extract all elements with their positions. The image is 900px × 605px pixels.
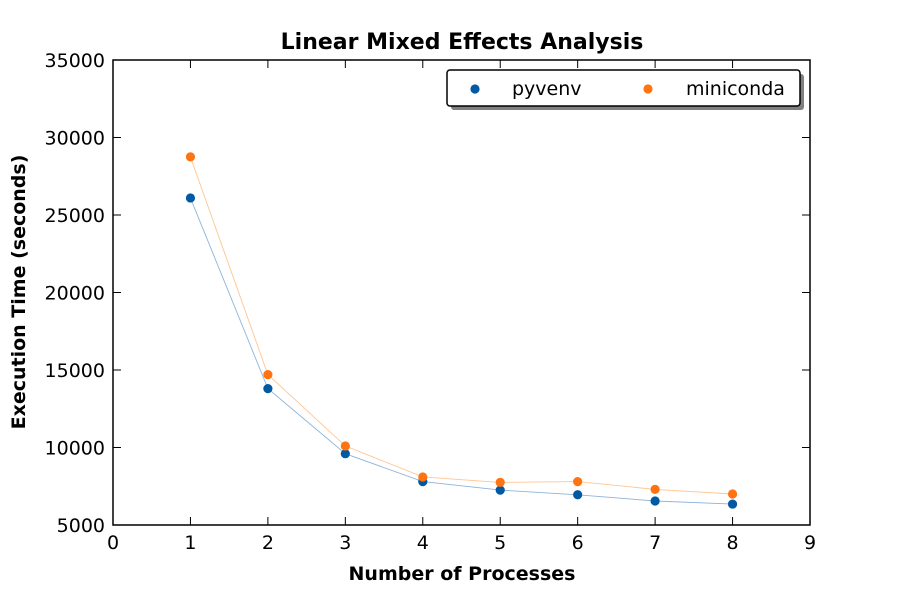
x-tick-label: 5 — [494, 532, 506, 554]
data-point-pyvenv-2 — [263, 384, 273, 394]
series-line-pyvenv — [189, 197, 733, 505]
data-point-miniconda-8 — [727, 489, 738, 499]
x-tick-label: 7 — [649, 532, 661, 554]
x-tick-label: 3 — [339, 532, 351, 554]
chart-title: Linear Mixed Effects Analysis — [281, 30, 644, 55]
x-tick-label: 4 — [417, 532, 429, 554]
x-tick-label: 8 — [727, 532, 739, 554]
data-point-pyvenv-7 — [650, 496, 660, 506]
data-point-miniconda-1 — [185, 152, 196, 162]
data-point-miniconda-6 — [573, 477, 583, 487]
data-point-miniconda-3 — [340, 441, 350, 451]
x-tick-label: 6 — [572, 532, 584, 554]
data-point-miniconda-2 — [263, 370, 273, 380]
x-tick-label: 2 — [262, 532, 274, 554]
legend-label-pyvenv: pyvenv — [512, 78, 582, 100]
data-point-pyvenv-5 — [495, 485, 505, 495]
data-point-miniconda-5 — [495, 477, 505, 487]
data-point-miniconda-7 — [650, 484, 660, 494]
data-point-pyvenv-3 — [340, 449, 350, 459]
x-tick-label: 1 — [184, 532, 196, 554]
y-tick-label: 25000 — [45, 205, 105, 227]
data-point-miniconda-4 — [418, 472, 428, 482]
y-tick-label: 5000 — [57, 515, 105, 537]
series-line-miniconda — [189, 156, 733, 495]
data-point-pyvenv-8 — [727, 499, 738, 509]
y-tick-label: 20000 — [45, 283, 105, 305]
x-tick-label: 0 — [107, 532, 119, 554]
y-tick-label: 15000 — [45, 360, 105, 382]
plot-area: 0 1 2 3 4 5 6 7 8 9 5000 10000 15000 20000 25000 30000 3… — [45, 50, 817, 554]
x-tick-label: 9 — [804, 532, 816, 554]
legend-marker-pyvenv — [470, 84, 480, 94]
y-tick-label: 10000 — [45, 438, 105, 460]
data-point-pyvenv-1 — [185, 193, 196, 203]
data-point-pyvenv-6 — [573, 490, 583, 500]
legend-box — [446, 69, 801, 107]
y-tick-label: 35000 — [45, 50, 105, 72]
y-axis-label: Execution Time (seconds) — [8, 155, 30, 430]
legend-label-miniconda: miniconda — [686, 78, 785, 100]
x-axis-label: Number of Processes — [349, 563, 576, 585]
legend-marker-miniconda — [643, 84, 653, 94]
y-tick-label: 30000 — [45, 128, 105, 150]
